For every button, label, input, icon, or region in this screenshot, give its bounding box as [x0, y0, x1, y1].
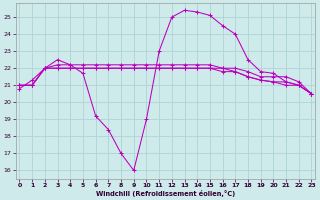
- X-axis label: Windchill (Refroidissement éolien,°C): Windchill (Refroidissement éolien,°C): [96, 190, 235, 197]
